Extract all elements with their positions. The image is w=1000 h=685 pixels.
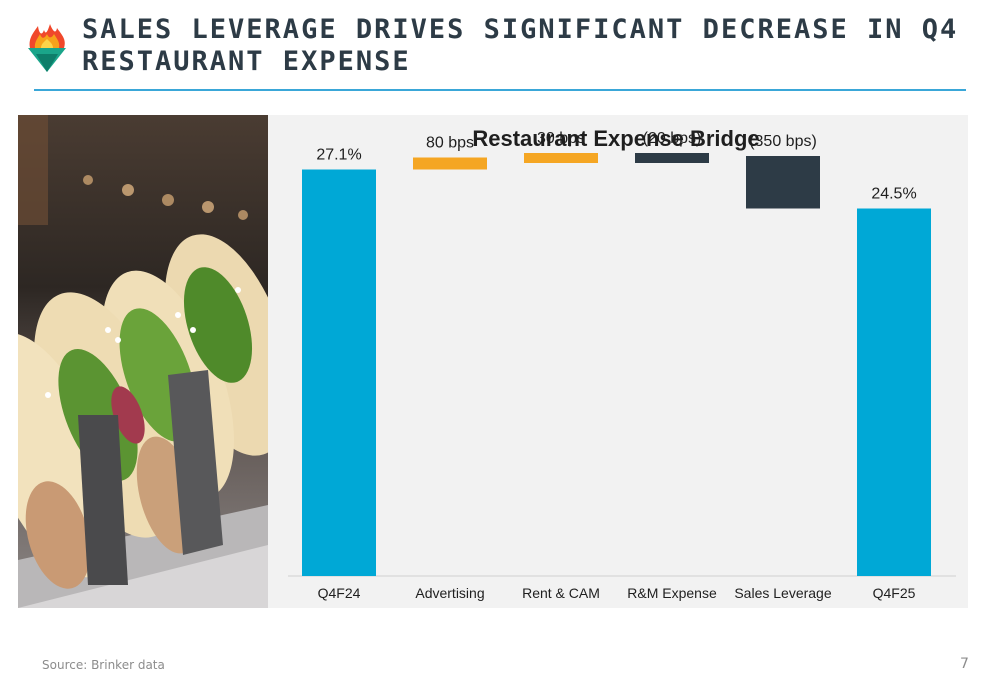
category-label: Q4F24 [318,585,361,601]
bar-sales-leverage [746,156,820,209]
slide-title: SALES LEVERAGE DRIVES SIGNIFICANT DECREA… [82,14,959,77]
bar-rent-cam [524,153,598,163]
data-label: 24.5% [871,186,916,203]
bar-q4f24 [302,169,376,576]
category-label: Rent & CAM [522,585,600,601]
brand-logo [28,24,66,72]
category-label: R&M Expense [627,585,717,601]
bar-r-m-expense [635,153,709,163]
data-label: 80 bps [426,135,474,152]
category-label: Sales Leverage [734,585,832,601]
category-label: Q4F25 [873,585,916,601]
category-label: Advertising [415,585,484,601]
title-divider [34,89,966,91]
tacos-photo [18,115,268,608]
waterfall-chart-svg: Restaurant Expense Bridge 27.1% Q4F24 80 b… [288,126,956,601]
bar-advertising [413,157,487,170]
chart-title: Restaurant Expense Bridge [472,126,759,151]
data-label: (350 bps) [749,133,817,150]
data-label: (20 bps) [643,130,702,147]
bars-layer: 27.1% Q4F24 80 bps Advertising 30 bps Rent & … [302,130,931,601]
data-label: 27.1% [316,147,361,164]
expense-bridge-chart: Restaurant Expense Bridge 27.1% Q4F24 80 b… [268,115,968,608]
page-number: 7 [960,656,969,672]
bar-q4f25 [857,208,931,576]
data-label: 30 bps [537,130,585,147]
source-note: Source: Brinker data [42,658,165,672]
